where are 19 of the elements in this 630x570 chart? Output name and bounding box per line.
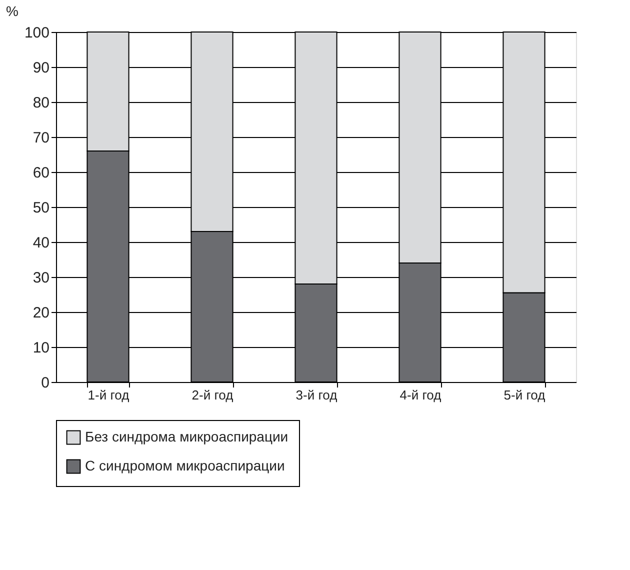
y-tick-label: 40 (32, 234, 50, 252)
y-axis-title: % (6, 3, 18, 19)
x-tick-label: 2-й год (192, 388, 234, 402)
y-tick-label: 90 (32, 60, 50, 76)
y-tick-label: 70 (32, 130, 50, 146)
y-tick-label: 30 (32, 270, 50, 286)
x-tick-label: 3-й год (296, 388, 338, 402)
y-tick-label: 10 (32, 340, 50, 356)
y-tick-label: 20 (32, 304, 50, 322)
y-tick-label: 80 (32, 94, 50, 112)
y-tick-label: 0 (41, 374, 50, 392)
x-tick-label: 5-й год (504, 388, 546, 402)
y-tick-label: 100 (24, 24, 50, 42)
y-tick-label: 50 (32, 200, 50, 216)
legend-label: Без синдрома микроаспирации (85, 428, 288, 444)
legend-label: С синдромом микроаспирации (85, 458, 285, 474)
x-tick-label: 4-й год (400, 388, 442, 402)
x-tick-label: 1-й год (88, 388, 130, 402)
y-tick-label: 60 (32, 164, 50, 182)
